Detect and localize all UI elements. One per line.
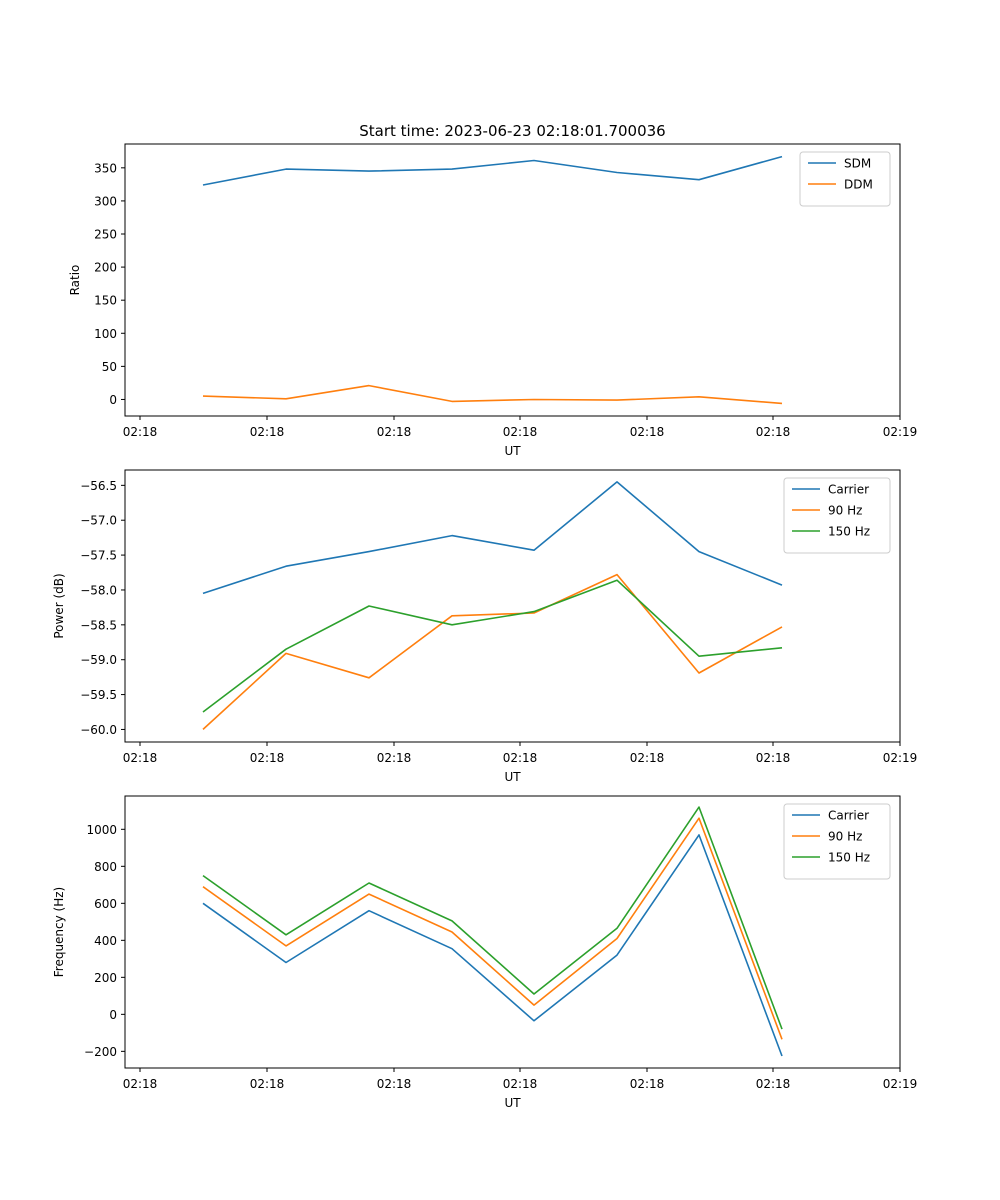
- frequency-x-tick-label: 02:18: [377, 1077, 412, 1091]
- power-x-tick-label: 02:18: [503, 751, 538, 765]
- frequency-series-90-hz-line: [202, 817, 783, 1040]
- power-series-150-hz-line: [202, 579, 783, 713]
- frequency-x-axis-label: UT: [504, 1096, 521, 1110]
- frequency-legend-label: 90 Hz: [828, 830, 862, 844]
- power-y-tick-label: −60.0: [80, 723, 117, 737]
- ratio-series-ddm-line: [202, 384, 783, 405]
- frequency-y-tick-label: 200: [94, 971, 117, 985]
- frequency-x-tick-label: 02:18: [250, 1077, 285, 1091]
- power-series-carrier-line: [202, 481, 783, 595]
- frequency-y-tick-label: 800: [94, 860, 117, 874]
- frequency-y-tick-label: 400: [94, 934, 117, 948]
- frequency-y-axis-label: Frequency (Hz): [52, 887, 66, 978]
- figure-title: Start time: 2023-06-23 02:18:01.700036: [359, 122, 665, 140]
- ratio-legend-label: SDM: [844, 157, 871, 171]
- ratio-y-tick-label: 150: [94, 294, 117, 308]
- power-legend: [783, 477, 891, 554]
- frequency-legend: [783, 803, 891, 880]
- power-y-tick-label: −59.5: [80, 688, 117, 702]
- ratio-x-tick-label: 02:18: [756, 425, 791, 439]
- power-legend-label: 150 Hz: [828, 525, 870, 539]
- power-y-tick-label: −58.0: [80, 583, 117, 597]
- power-x-tick-label: 02:18: [123, 751, 158, 765]
- ratio-x-tick-label: 02:18: [250, 425, 285, 439]
- ratio-y-axis-label: Ratio: [68, 265, 82, 296]
- power-y-tick-label: −57.0: [80, 514, 117, 528]
- ratio-y-tick-label: 300: [94, 194, 117, 208]
- ratio-y-tick-label: 250: [94, 228, 117, 242]
- frequency-legend-label: Carrier: [828, 809, 869, 823]
- frequency-series-150-hz-line: [202, 806, 783, 1030]
- ratio-plot-frame: [124, 143, 901, 417]
- ratio-y-tick-label: 200: [94, 261, 117, 275]
- frequency-legend-label: 150 Hz: [828, 851, 870, 865]
- frequency-series-carrier-line: [202, 834, 783, 1057]
- power-y-axis-label: Power (dB): [52, 573, 66, 638]
- ratio-x-tick-label: 02:18: [630, 425, 665, 439]
- ratio-x-axis-label: UT: [504, 444, 521, 458]
- power-legend-label: Carrier: [828, 483, 869, 497]
- power-x-tick-label: 02:18: [630, 751, 665, 765]
- power-x-tick-label: 02:18: [756, 751, 791, 765]
- frequency-x-tick-label: 02:19: [883, 1077, 918, 1091]
- ratio-y-tick-label: 50: [102, 360, 117, 374]
- power-panel: 02:18 02:18 02:18 02:18 02:18 02:18 02:19 −60.0…: [52, 469, 918, 784]
- frequency-y-tick-label: 600: [94, 897, 117, 911]
- power-plot-frame: [124, 469, 901, 743]
- ratio-legend-label: DDM: [844, 178, 873, 192]
- ratio-x-tick-label: 02:18: [377, 425, 412, 439]
- frequency-y-tick-label: 0: [109, 1008, 117, 1022]
- ratio-y-tick-label: 350: [94, 161, 117, 175]
- power-y-tick-label: −59.0: [80, 653, 117, 667]
- ratio-legend: [799, 151, 891, 207]
- frequency-x-tick-label: 02:18: [756, 1077, 791, 1091]
- frequency-y-tick-label: 1000: [86, 823, 117, 837]
- power-legend-label: 90 Hz: [828, 504, 862, 518]
- power-x-tick-label: 02:18: [377, 751, 412, 765]
- frequency-x-tick-label: 02:18: [503, 1077, 538, 1091]
- ratio-x-tick-label: 02:18: [123, 425, 158, 439]
- frequency-plot-frame: [124, 795, 901, 1069]
- ratio-series-sdm-line: [202, 155, 783, 186]
- power-x-tick-label: 02:18: [250, 751, 285, 765]
- power-x-tick-label: 02:19: [883, 751, 918, 765]
- frequency-x-tick-label: 02:18: [630, 1077, 665, 1091]
- frequency-panel: 02:18 02:18 02:18 02:18 02:18 02:18 02:19 −200 0…: [52, 795, 918, 1110]
- power-y-tick-label: −58.5: [80, 618, 117, 632]
- power-y-tick-label: −56.5: [80, 479, 117, 493]
- power-y-tick-label: −57.5: [80, 549, 117, 563]
- ratio-panel: 02:18 02:18 02:18 02:18 02:18 02:18 02:19 0 50 10…: [68, 143, 918, 458]
- power-x-axis-label: UT: [504, 770, 521, 784]
- ratio-x-tick-label: 02:19: [883, 425, 918, 439]
- ratio-x-tick-label: 02:18: [503, 425, 538, 439]
- frequency-y-tick-label: −200: [84, 1045, 117, 1059]
- ratio-y-tick-label: 100: [94, 327, 117, 341]
- ratio-y-tick-label: 0: [109, 393, 117, 407]
- frequency-x-tick-label: 02:18: [123, 1077, 158, 1091]
- power-series-90-hz-line: [202, 573, 783, 730]
